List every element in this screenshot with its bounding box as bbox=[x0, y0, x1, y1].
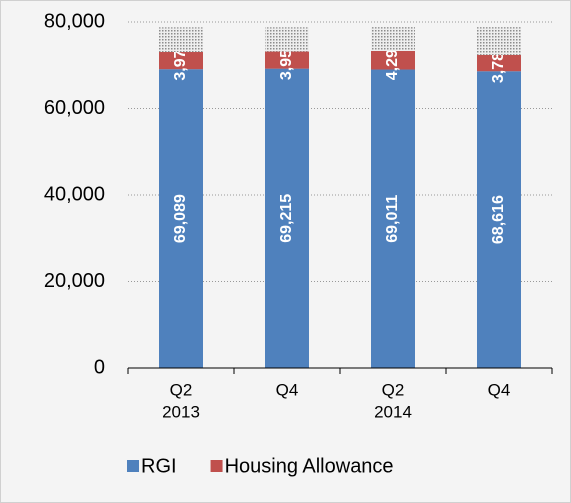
bar-segment bbox=[159, 27, 203, 53]
bar-segment bbox=[159, 69, 203, 369]
bar-segment bbox=[265, 27, 309, 52]
bar-segment bbox=[477, 71, 521, 368]
x-tick-label: Q2 bbox=[382, 380, 405, 399]
x-tick-label: Q4 bbox=[488, 380, 511, 399]
x-tick-label: Q4 bbox=[276, 380, 299, 399]
legend-label: Housing Allowance bbox=[225, 455, 394, 477]
bar-segment bbox=[265, 68, 309, 368]
bar-segment bbox=[477, 27, 521, 55]
bar-segment bbox=[371, 27, 415, 51]
x-tick-label: 2013 bbox=[162, 402, 200, 421]
legend-swatch bbox=[210, 460, 223, 472]
y-tick-label: 20,000 bbox=[44, 270, 105, 292]
legend-label: RGI bbox=[141, 455, 177, 477]
bar-segment bbox=[371, 69, 415, 368]
y-tick-label: 0 bbox=[94, 356, 105, 378]
data-label: 68,616 bbox=[490, 195, 507, 244]
legend-swatch bbox=[127, 460, 139, 472]
x-tick-label: 2014 bbox=[374, 402, 412, 421]
y-tick-label: 80,000 bbox=[44, 10, 105, 32]
data-label: 69,215 bbox=[278, 194, 295, 243]
bar-segment bbox=[371, 50, 415, 70]
y-tick-label: 60,000 bbox=[44, 97, 105, 119]
x-tick-label: Q2 bbox=[170, 380, 193, 399]
data-label: 69,011 bbox=[384, 195, 401, 243]
bar-segment bbox=[159, 52, 203, 70]
data-label: 69,089 bbox=[172, 194, 189, 243]
y-tick-label: 40,000 bbox=[44, 183, 105, 205]
bar-segment bbox=[265, 51, 309, 69]
bar-segment bbox=[477, 54, 521, 72]
